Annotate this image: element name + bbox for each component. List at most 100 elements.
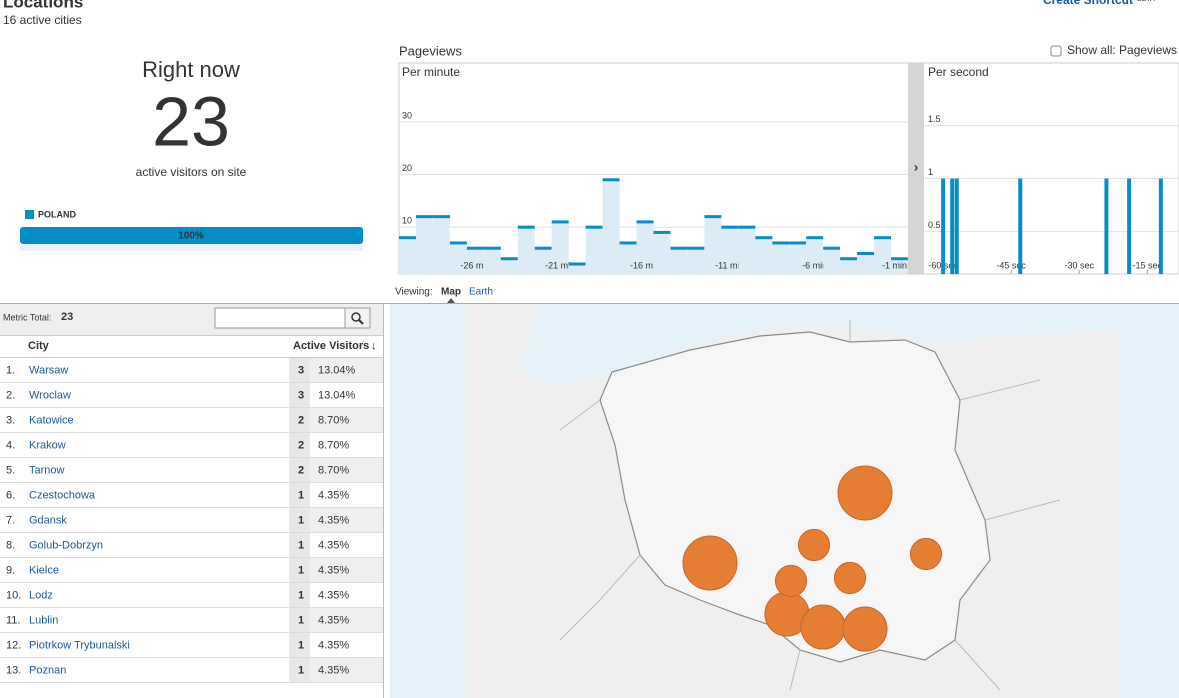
city-link[interactable]: Czestochowa — [29, 489, 96, 501]
visitors-cell — [289, 558, 310, 583]
visitor-count: 3 — [298, 389, 304, 401]
city-link[interactable]: Kielce — [29, 564, 59, 576]
column-header[interactable]: Active Visitors — [293, 340, 369, 352]
bar-cap — [517, 225, 535, 229]
bar-cap — [704, 215, 722, 219]
bar-cap — [772, 241, 790, 245]
row-rank: 13. — [6, 664, 21, 676]
city-link[interactable]: Lodz — [29, 589, 53, 601]
row-rank: 10. — [6, 589, 21, 601]
column-header: City — [28, 340, 50, 352]
city-link[interactable]: Wroclaw — [29, 389, 71, 401]
bar — [500, 258, 518, 274]
map[interactable] — [390, 304, 1179, 698]
city-link[interactable]: Piotrkow Trybunalski — [29, 639, 130, 651]
y-tick-label: 1 — [928, 167, 933, 177]
percent-cell — [310, 558, 383, 583]
x-tick-label: -16 min — [630, 260, 660, 270]
city-bubble[interactable] — [842, 606, 888, 652]
city-bubble[interactable] — [837, 465, 893, 521]
expand-arrow[interactable]: › — [914, 159, 918, 174]
chart-divider[interactable] — [908, 63, 924, 274]
row-rank: 8. — [6, 539, 15, 551]
visitor-share: 8.70% — [318, 439, 349, 451]
city-bubble[interactable] — [774, 564, 808, 598]
y-tick-label: 20 — [402, 163, 412, 173]
city-link[interactable]: Krakow — [29, 439, 66, 451]
visitors-cell — [289, 533, 310, 558]
page-subtitle: 16 active cities — [3, 13, 82, 27]
city-link[interactable]: Warsaw — [29, 364, 68, 376]
row-rank: 4. — [6, 439, 15, 451]
visitors-cell — [289, 458, 310, 483]
city-link[interactable]: Lublin — [29, 614, 58, 626]
bar — [517, 227, 535, 274]
search-input[interactable] — [214, 307, 346, 329]
bar — [619, 242, 637, 274]
bar — [840, 258, 858, 274]
city-link[interactable]: Golub-Dobrzyn — [29, 539, 103, 551]
bar — [772, 242, 790, 274]
search-button[interactable] — [344, 307, 371, 329]
bar — [449, 242, 467, 274]
visitor-count: 2 — [298, 439, 304, 451]
city-bubble[interactable] — [833, 561, 867, 595]
city-link[interactable]: Gdansk — [29, 514, 67, 526]
row-rank: 2. — [6, 389, 15, 401]
visitor-count: 2 — [298, 414, 304, 426]
row-rank: 1. — [6, 364, 15, 376]
bar-cap — [568, 262, 586, 266]
bar — [874, 237, 892, 274]
visitors-cell — [289, 483, 310, 508]
visitor-count: 2 — [298, 464, 304, 476]
show-all-label[interactable]: Show all: Pageviews — [1067, 43, 1177, 57]
percent-cell — [310, 433, 383, 458]
border-lines — [559, 320, 1061, 691]
row-rank: 9. — [6, 564, 15, 576]
page-title: Locations — [3, 0, 83, 11]
create-shortcut[interactable]: Create Shortcut — [1043, 0, 1133, 7]
bar — [1018, 178, 1023, 274]
city-link[interactable]: Katowice — [29, 414, 74, 426]
x-tick-label: -26 min — [460, 260, 490, 270]
city-bubble[interactable] — [909, 537, 943, 571]
bar — [755, 237, 773, 274]
x-tick-label: -1 min — [882, 260, 907, 270]
x-tick-label: -11 min — [715, 260, 744, 270]
bar — [568, 264, 586, 274]
y-tick-label: 10 — [402, 216, 412, 226]
bar-cap — [653, 230, 671, 234]
city-link[interactable]: Poznan — [29, 664, 66, 676]
bar — [950, 178, 955, 274]
x-tick-label: -21 min — [545, 260, 575, 270]
city-bubble[interactable] — [682, 535, 738, 591]
search-icon — [358, 319, 364, 325]
bar-reflection — [20, 245, 363, 251]
row-rank: 12. — [6, 639, 21, 651]
visitor-count: 1 — [298, 664, 304, 676]
bar-cap — [500, 257, 518, 261]
visitor-count: 1 — [298, 539, 304, 551]
visitors-cell — [289, 633, 310, 658]
bar — [704, 216, 722, 274]
bar-cap — [857, 251, 875, 255]
viewing-option[interactable]: Earth — [469, 287, 493, 298]
city-bubble[interactable] — [800, 604, 846, 650]
percent-cell — [310, 358, 383, 383]
selected-indicator — [447, 298, 455, 303]
visitors-cell — [289, 383, 310, 408]
percent-cell — [310, 633, 383, 658]
row-rank: 7. — [6, 514, 15, 526]
show-all-checkbox[interactable] — [1050, 45, 1062, 57]
city-link[interactable]: Tarnow — [29, 464, 65, 476]
city-bubble[interactable] — [797, 528, 831, 562]
visitors-cell — [289, 408, 310, 433]
bar-cap — [670, 246, 688, 250]
viewing-option[interactable]: Map — [441, 287, 461, 298]
percent-cell — [310, 608, 383, 633]
metric-total: 23 — [61, 311, 73, 323]
y-tick-label: 0.5 — [928, 220, 941, 230]
row-rank: 3. — [6, 414, 15, 426]
bar — [1127, 178, 1132, 274]
